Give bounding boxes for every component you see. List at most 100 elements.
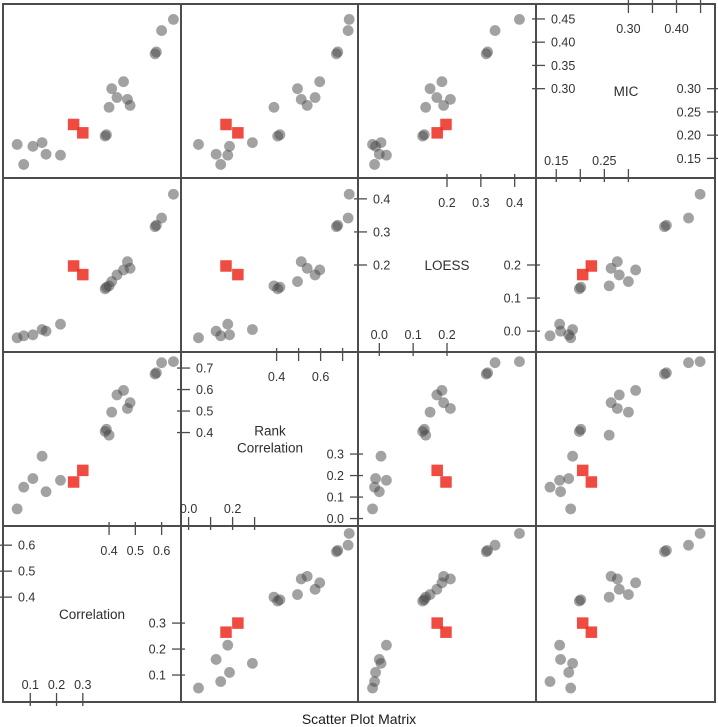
tick-label: 0.6	[311, 370, 328, 384]
data-point	[124, 397, 136, 409]
scatter-panel-correlation-vs-loess	[4, 179, 182, 353]
data-point	[438, 100, 450, 111]
data-point	[246, 137, 258, 149]
variable-name-label: MIC	[613, 84, 638, 99]
scatter-points-svg	[544, 528, 705, 694]
scatter-points-svg	[544, 188, 705, 344]
data-point	[55, 474, 66, 486]
data-point	[682, 539, 694, 551]
highlighted-data-point	[576, 268, 588, 281]
highlighted-data-point	[231, 268, 244, 281]
scatter-panel-correlation-vs-rank_correlation	[4, 353, 182, 527]
data-point	[27, 140, 39, 152]
data-point	[605, 570, 616, 582]
data-point	[553, 639, 565, 651]
data-point	[375, 450, 387, 462]
highlighted-data-point	[67, 118, 80, 131]
data-point	[309, 92, 320, 103]
data-point	[436, 385, 448, 396]
highlighted-data-point	[231, 127, 244, 139]
scatter-points-svg	[544, 356, 705, 515]
data-point	[268, 591, 279, 603]
data-point	[156, 212, 168, 224]
data-point	[605, 397, 616, 409]
data-point	[291, 83, 303, 95]
tick-label: 0.25	[676, 105, 700, 119]
tick-label: 0.0	[504, 325, 521, 339]
data-point	[373, 654, 385, 665]
scatter-panel-rank_correlation-vs-loess	[181, 179, 359, 353]
data-point	[660, 367, 672, 379]
tick-label: 0.15	[676, 152, 700, 166]
data-point	[489, 357, 501, 369]
data-point	[40, 148, 52, 160]
tick-label: 0.1	[504, 292, 521, 306]
data-point	[106, 406, 118, 418]
scatter-points-svg	[11, 188, 179, 344]
data-point	[124, 100, 136, 111]
scatter-plot-matrix: 0.30 0.30 0.35 0.40 0.40 0.45 0.15 0.15 0.20 0.25…	[0, 0, 718, 706]
data-point	[562, 473, 574, 484]
data-point	[574, 281, 586, 293]
data-point	[381, 639, 392, 651]
highlighted-data-point	[440, 626, 452, 638]
scatter-panel-correlation-vs-mic	[4, 5, 182, 179]
data-point	[221, 149, 233, 161]
data-point	[436, 76, 448, 88]
data-point	[118, 385, 129, 396]
data-point	[373, 486, 385, 498]
data-point	[381, 149, 392, 161]
scatter-panel-rank_correlation-vs-correlation	[182, 527, 359, 701]
data-point	[438, 570, 450, 582]
data-point	[18, 481, 30, 493]
highlighted-data-point	[431, 464, 443, 477]
data-point	[489, 539, 501, 551]
scatter-panel-mic-vs-loess	[536, 179, 714, 353]
highlighted-data-point	[77, 464, 89, 477]
tick-label: 0.40	[551, 36, 575, 50]
data-point	[343, 528, 355, 539]
data-point	[111, 92, 123, 103]
data-point	[301, 570, 313, 582]
data-point	[566, 657, 578, 669]
data-point	[438, 397, 450, 409]
data-point	[55, 318, 66, 330]
highlighted-data-point	[219, 260, 232, 272]
data-point	[629, 264, 641, 276]
tick-label: 0.6	[196, 383, 213, 397]
scatter-points-svg	[192, 188, 355, 344]
diagonal-axis-svg: 0.4 0.4 0.5 0.5 0.6 0.6 0.1 0.1 0.2 0.2 0.3 0.3 Corr…	[0, 522, 185, 706]
highlighted-data-point	[440, 118, 452, 131]
data-point	[424, 83, 436, 95]
tick-label: 0.4	[196, 426, 213, 440]
scatter-panel-mic-vs-rank_correlation	[536, 353, 714, 527]
scatter-points-svg	[11, 14, 179, 170]
data-point	[223, 329, 235, 341]
tick-label: 0.2	[373, 259, 390, 273]
highlighted-data-point	[67, 476, 80, 488]
data-point	[274, 129, 285, 141]
highlighted-data-point	[77, 127, 89, 139]
tick-label: 0.0	[179, 502, 196, 516]
tick-label: 0.2	[438, 328, 455, 342]
data-point	[210, 148, 221, 160]
data-point	[343, 14, 355, 25]
highlighted-data-point	[576, 617, 588, 629]
data-point	[613, 583, 625, 595]
data-point	[574, 594, 586, 606]
data-point	[629, 577, 641, 589]
diagonal-axis-svg: 0.30 0.30 0.35 0.40 0.40 0.45 0.15 0.15 0.20 0.25…	[531, 0, 718, 182]
data-point	[168, 14, 179, 25]
tick-label: 0.1	[404, 328, 421, 342]
scatter-points-svg	[367, 528, 525, 694]
data-point	[514, 14, 525, 25]
variable-name-label: Correlation	[236, 441, 302, 456]
highlighted-data-point	[431, 617, 443, 629]
data-point	[369, 676, 380, 687]
data-point	[331, 46, 343, 58]
data-point	[367, 503, 378, 515]
chart-title: Scatter Plot Matrix	[301, 711, 417, 727]
data-point	[168, 356, 179, 367]
data-point	[564, 503, 576, 515]
data-point	[291, 276, 303, 287]
